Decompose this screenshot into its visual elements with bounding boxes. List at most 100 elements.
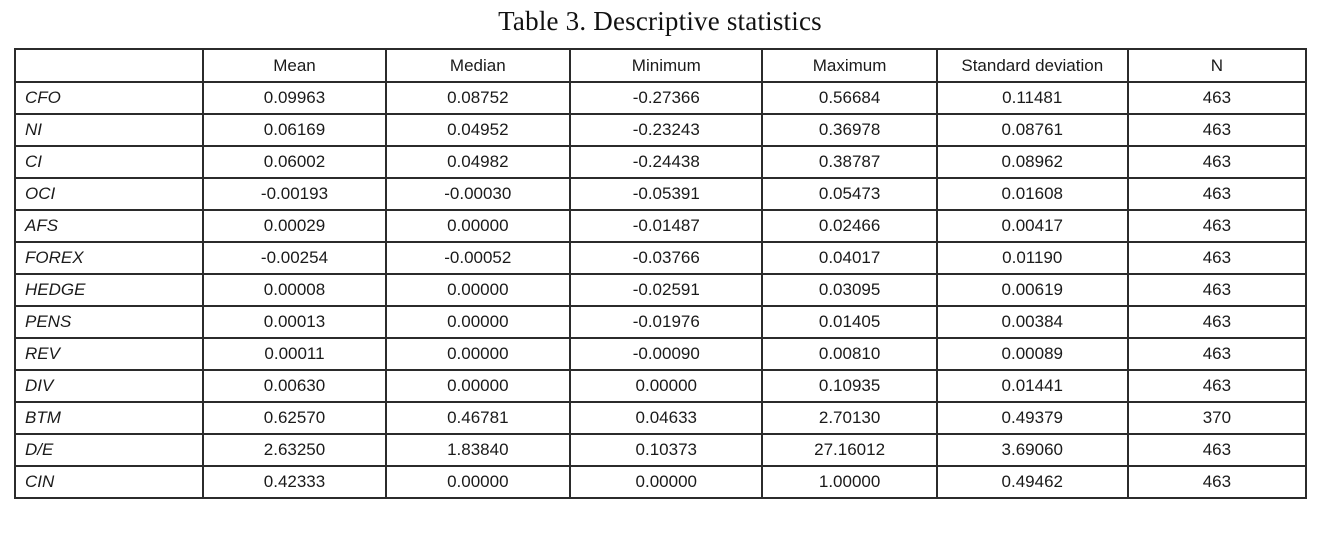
table-row: HEDGE 0.00008 0.00000 -0.02591 0.03095 0.0061… — [13, 273, 1308, 307]
cell-value: 0.00008 — [202, 273, 387, 307]
cell-value: 0.00089 — [935, 337, 1129, 371]
document-page: Table 3. Descriptive statistics Mean Medi… — [0, 6, 1320, 548]
cell-value: 463 — [1126, 81, 1308, 115]
cell-value: 0.02466 — [761, 209, 938, 243]
cell-value: -0.27366 — [569, 81, 764, 115]
row-label: AFS — [13, 209, 205, 243]
cell-value: 0.03095 — [761, 273, 938, 307]
cell-value: 463 — [1126, 465, 1308, 499]
cell-value: 0.06169 — [202, 113, 387, 147]
column-header: N — [1126, 48, 1308, 83]
row-label: PENS — [13, 305, 205, 339]
table-title: Table 3. Descriptive statistics — [498, 6, 822, 36]
row-label: NI — [13, 113, 205, 147]
cell-value: -0.03766 — [569, 241, 764, 275]
cell-value: 0.00011 — [202, 337, 387, 371]
cell-value: -0.00030 — [384, 177, 572, 211]
cell-value: 0.08962 — [935, 145, 1129, 179]
header-row: Mean Median Minimum Maximum Standard deviati… — [13, 48, 1308, 83]
row-label: D/E — [13, 433, 205, 467]
descriptive-statistics-table: Mean Median Minimum Maximum Standard deviati… — [13, 48, 1308, 499]
row-label: BTM — [13, 401, 205, 435]
table-header: Mean Median Minimum Maximum Standard deviati… — [13, 48, 1308, 83]
table-row: DIV 0.00630 0.00000 0.00000 0.10935 0.01441 46… — [13, 369, 1308, 403]
column-header: Standard deviation — [935, 48, 1129, 83]
table-row: D/E 2.63250 1.83840 0.10373 27.16012 3.69060 4… — [13, 433, 1308, 467]
cell-value: 463 — [1126, 433, 1308, 467]
cell-value: 463 — [1126, 337, 1308, 371]
row-label: FOREX — [13, 241, 205, 275]
row-label: HEDGE — [13, 273, 205, 307]
cell-value: 0.00810 — [761, 337, 938, 371]
cell-value: 0.08761 — [935, 113, 1129, 147]
cell-value: 0.01190 — [935, 241, 1129, 275]
table-row: PENS 0.00013 0.00000 -0.01976 0.01405 0.00384… — [13, 305, 1308, 339]
cell-value: 0.00000 — [384, 369, 572, 403]
cell-value: 0.05473 — [761, 177, 938, 211]
cell-value: 0.01405 — [761, 305, 938, 339]
column-header: Mean — [202, 48, 387, 83]
cell-value: 0.08752 — [384, 81, 572, 115]
cell-value: 463 — [1126, 177, 1308, 211]
cell-value: -0.01487 — [569, 209, 764, 243]
cell-value: 0.06002 — [202, 145, 387, 179]
cell-value: 0.04633 — [569, 401, 764, 435]
table-row: AFS 0.00029 0.00000 -0.01487 0.02466 0.00417 4… — [13, 209, 1308, 243]
cell-value: 0.00000 — [384, 209, 572, 243]
cell-value: 0.00630 — [202, 369, 387, 403]
cell-value: 0.56684 — [761, 81, 938, 115]
table-row: NI 0.06169 0.04952 -0.23243 0.36978 0.08761 46… — [13, 113, 1308, 147]
table-row: OCI -0.00193 -0.00030 -0.05391 0.05473 0.0160… — [13, 177, 1308, 211]
cell-value: -0.05391 — [569, 177, 764, 211]
cell-value: 0.42333 — [202, 465, 387, 499]
cell-value: 463 — [1126, 273, 1308, 307]
column-header: Maximum — [761, 48, 938, 83]
cell-value: 0.62570 — [202, 401, 387, 435]
cell-value: 3.69060 — [935, 433, 1129, 467]
cell-value: 370 — [1126, 401, 1308, 435]
row-label: CI — [13, 145, 205, 179]
cell-value: 0.00000 — [384, 337, 572, 371]
cell-value: -0.23243 — [569, 113, 764, 147]
row-label: REV — [13, 337, 205, 371]
column-header: Median — [384, 48, 572, 83]
cell-value: 0.00000 — [384, 465, 572, 499]
cell-value: 0.00000 — [384, 273, 572, 307]
cell-value: 0.04952 — [384, 113, 572, 147]
cell-value: -0.00052 — [384, 241, 572, 275]
cell-value: 0.38787 — [761, 145, 938, 179]
cell-value: 463 — [1126, 145, 1308, 179]
table-row: CI 0.06002 0.04982 -0.24438 0.38787 0.08962 46… — [13, 145, 1308, 179]
cell-value: 0.10935 — [761, 369, 938, 403]
cell-value: 0.00029 — [202, 209, 387, 243]
row-label: CIN — [13, 465, 205, 499]
cell-value: 2.70130 — [761, 401, 938, 435]
cell-value: 0.01608 — [935, 177, 1129, 211]
cell-value: 463 — [1126, 209, 1308, 243]
row-label: OCI — [13, 177, 205, 211]
cell-value: -0.02591 — [569, 273, 764, 307]
cell-value: 463 — [1126, 241, 1308, 275]
cell-value: 463 — [1126, 113, 1308, 147]
cell-value: 0.36978 — [761, 113, 938, 147]
table-row: CFO 0.09963 0.08752 -0.27366 0.56684 0.11481 4… — [13, 81, 1308, 115]
cell-value: -0.00090 — [569, 337, 764, 371]
cell-value: 0.00000 — [569, 369, 764, 403]
table-body: CFO 0.09963 0.08752 -0.27366 0.56684 0.11481 4… — [13, 81, 1308, 499]
cell-value: 0.49379 — [935, 401, 1129, 435]
cell-value: 0.00000 — [569, 465, 764, 499]
column-header — [13, 48, 205, 83]
cell-value: 0.04982 — [384, 145, 572, 179]
cell-value: 0.04017 — [761, 241, 938, 275]
cell-value: 0.46781 — [384, 401, 572, 435]
cell-value: 0.49462 — [935, 465, 1129, 499]
cell-value: 2.63250 — [202, 433, 387, 467]
cell-value: -0.00193 — [202, 177, 387, 211]
cell-value: 1.83840 — [384, 433, 572, 467]
column-header: Minimum — [569, 48, 764, 83]
cell-value: 0.10373 — [569, 433, 764, 467]
cell-value: 0.11481 — [935, 81, 1129, 115]
row-label: DIV — [13, 369, 205, 403]
cell-value: -0.01976 — [569, 305, 764, 339]
cell-value: 0.00013 — [202, 305, 387, 339]
